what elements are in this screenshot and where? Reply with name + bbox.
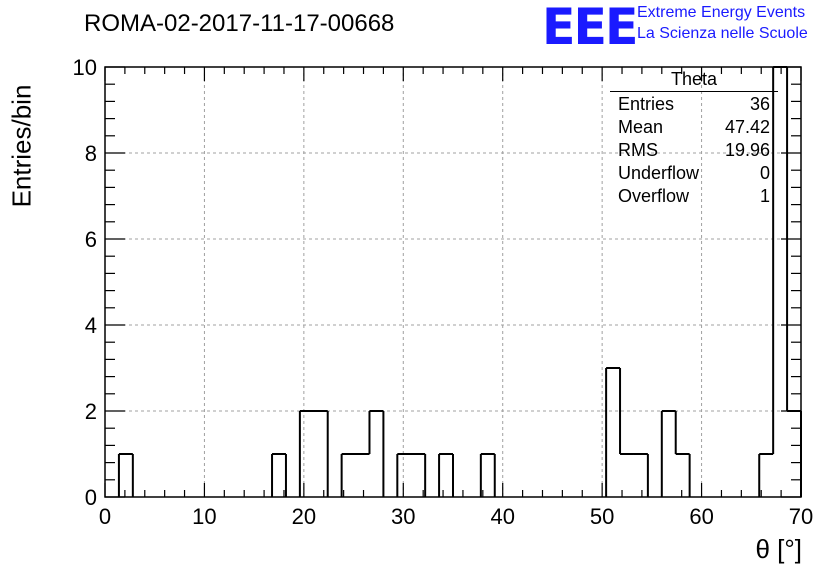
y-axis-label: Entries/bin: [6, 84, 37, 208]
x-tick-label: 10: [192, 504, 216, 529]
x-tick-label: 60: [689, 504, 713, 529]
histogram-bin: [314, 411, 328, 497]
axis-ticks: [104, 66, 802, 498]
histogram-outline: [117, 66, 802, 497]
y-tick-label: 8: [85, 141, 97, 166]
histogram-bin: [369, 411, 383, 497]
stats-value: 19.96: [724, 140, 770, 160]
histogram-bin: [439, 454, 453, 497]
stats-value: 47.42: [724, 117, 770, 137]
eee-logo: EEE: [542, 0, 639, 56]
y-axis-label-box: Entries/bin: [6, 85, 38, 208]
histogram-bin: [119, 454, 133, 497]
histogram-bin: [787, 411, 801, 497]
stats-row-overflow: Overflow 1: [610, 185, 778, 208]
histogram-bin: [606, 368, 620, 497]
stats-label: RMS: [618, 140, 658, 160]
histogram-bin: [634, 454, 648, 497]
x-tick-label: 50: [590, 504, 614, 529]
stats-title: Theta: [610, 68, 778, 92]
histogram-bin: [356, 454, 370, 497]
plot-title: ROMA-02-2017-11-17-00668: [84, 10, 395, 37]
y-tick-label: 2: [85, 399, 97, 424]
x-tick-label: 30: [391, 504, 415, 529]
x-tick-label: 0: [99, 504, 111, 529]
axes: [104, 66, 802, 498]
histogram-bin: [662, 411, 676, 497]
y-tick-label: 10: [73, 55, 97, 80]
stats-row-rms: RMS 19.96: [610, 139, 778, 162]
stats-label: Overflow: [618, 186, 690, 206]
stats-value: 1: [759, 186, 770, 206]
x-tick-label: 20: [292, 504, 316, 529]
y-tick-label: 6: [85, 227, 97, 252]
histogram-bin: [676, 454, 690, 497]
stats-box: Theta Entries 36 Mean 47.42 RMS 19.96 Un…: [610, 68, 778, 208]
histogram-bin: [300, 411, 314, 497]
stats-label: Entries: [618, 94, 675, 114]
stats-value: 36: [749, 94, 770, 114]
x-tick-label: 40: [490, 504, 514, 529]
x-tick-label: 70: [789, 504, 813, 529]
histogram-bin: [397, 454, 411, 497]
x-axis-label: θ [°]: [755, 534, 802, 564]
stats-row-entries: Entries 36: [610, 93, 778, 116]
stats-label: Mean: [618, 117, 664, 137]
histogram-bins: [117, 66, 802, 497]
logo-line-2: La Scienza nelle Scuole: [637, 25, 808, 42]
plot-frame: [104, 66, 802, 498]
stats-label: Underflow: [618, 163, 700, 183]
y-tick-label: 0: [85, 485, 97, 510]
stats-row-underflow: Underflow 0: [610, 162, 778, 185]
stats-row-mean: Mean 47.42: [610, 116, 778, 139]
logo-line-1: Extreme Energy Events: [637, 4, 806, 21]
y-tick-label: 4: [85, 313, 97, 338]
stats-value: 0: [759, 163, 770, 183]
